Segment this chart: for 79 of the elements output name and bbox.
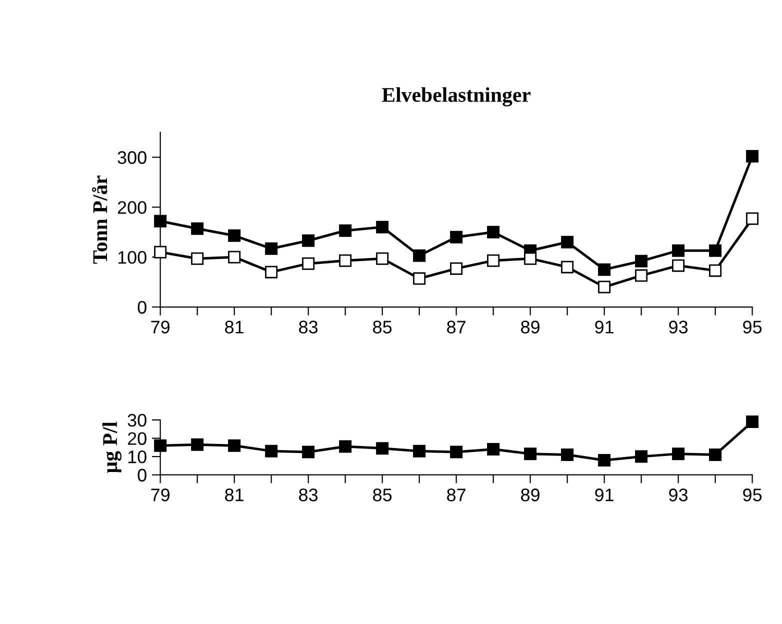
point [191,438,204,451]
point [635,450,648,463]
y-tick-label: 100 [118,251,146,264]
point [635,254,648,268]
x-tick-label: 91 [595,320,614,334]
point [265,444,278,458]
point [265,242,278,255]
point [339,440,352,453]
x-tick-label: 95 [743,488,762,502]
point [561,260,574,274]
x-tick-label: 81 [225,320,244,334]
point [154,246,167,258]
x-tick-label: 89 [521,320,540,334]
point [413,249,426,262]
x-tick-label: 85 [373,488,392,502]
x-tick-label: 93 [669,488,688,502]
x-tick-label: 85 [373,320,392,334]
x-tick-label: 83 [299,320,318,334]
point [709,448,722,461]
point [376,442,389,455]
point [265,266,278,278]
y-tick-label: 200 [118,201,146,214]
y-tick-label: 300 [118,151,146,164]
point [339,224,352,237]
point [746,416,759,428]
point [154,214,167,228]
x-tick-label: 89 [521,488,540,502]
x-tick-label: 79 [151,320,170,334]
x-tick-label: 93 [669,320,688,334]
point [709,244,722,257]
point [598,263,611,276]
y-axis-title: µg P/l [102,422,122,474]
point [339,254,352,267]
y-tick-label: 30 [128,414,146,427]
point [376,220,389,234]
point [635,269,648,282]
x-tick-label: 87 [447,488,466,502]
point [450,230,463,244]
point [524,448,537,460]
point [376,252,389,265]
point [191,222,204,235]
point [228,229,241,242]
x-tick-label: 95 [743,320,762,334]
y-axis-title: Tonn P/år [92,176,108,264]
point [450,446,463,458]
chart-title: Elvebelastninger [382,87,530,106]
point [191,252,204,265]
point [672,259,685,272]
x-tick-label: 79 [151,488,170,502]
point [302,446,315,458]
point [672,448,685,460]
point [598,280,611,294]
point [487,254,500,267]
y-tick-label: 0 [138,468,146,482]
point [450,262,463,275]
point [302,257,315,270]
point [561,236,574,248]
point [487,442,500,456]
point [709,264,722,277]
point [561,448,574,461]
point [746,212,759,225]
point [598,454,611,466]
point [524,252,537,265]
point [154,439,167,452]
point [413,444,426,458]
point [228,250,241,264]
x-tick-label: 83 [299,488,318,502]
y-tick-label: 20 [128,432,146,445]
x-tick-label: 81 [225,488,244,502]
y-tick-label: 0 [138,300,146,314]
y-tick-label: 10 [128,450,146,464]
point [746,150,759,162]
point [672,244,685,257]
point [302,234,315,247]
x-tick-label: 91 [595,488,614,502]
point [413,272,426,285]
point [228,439,241,452]
x-tick-label: 87 [447,320,466,334]
point [487,226,500,238]
